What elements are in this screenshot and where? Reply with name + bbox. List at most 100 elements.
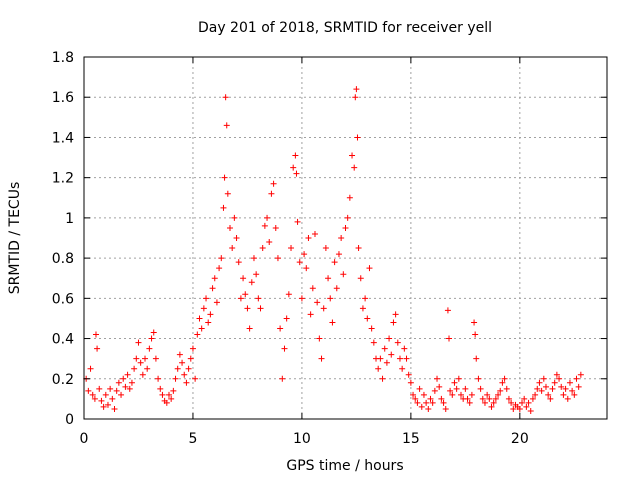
data-point (396, 355, 403, 362)
data-point (475, 375, 482, 382)
data-point (556, 375, 563, 382)
data-point (577, 371, 584, 378)
data-point (198, 325, 205, 332)
data-point (221, 174, 228, 181)
data-point (261, 222, 268, 229)
data-point (401, 345, 408, 352)
data-point (510, 405, 517, 412)
data-point (427, 395, 434, 402)
data-point (113, 387, 120, 394)
data-point (453, 385, 460, 392)
data-point (189, 345, 196, 352)
data-point (523, 403, 530, 410)
data-point (383, 359, 390, 366)
data-point (124, 371, 131, 378)
data-point (352, 94, 359, 101)
data-point (131, 365, 138, 372)
data-point (100, 403, 107, 410)
y-tick-label: 1.4 (52, 130, 74, 146)
data-point (272, 224, 279, 231)
data-point (255, 295, 262, 302)
y-axis-label: SRMTID / TECUs (7, 182, 23, 295)
data-point (569, 387, 576, 394)
x-tick-label: 10 (293, 431, 311, 447)
data-point (115, 379, 122, 386)
data-point (388, 351, 395, 358)
data-point (344, 214, 351, 221)
data-point (340, 271, 347, 278)
x-tick-label: 5 (188, 431, 197, 447)
data-point (224, 190, 231, 197)
data-point (96, 385, 103, 392)
data-point (264, 214, 271, 221)
data-point (192, 375, 199, 382)
data-point (150, 329, 157, 336)
data-point (211, 275, 218, 282)
data-point (327, 295, 334, 302)
data-point (218, 255, 225, 262)
data-point (508, 399, 515, 406)
data-point (414, 399, 421, 406)
data-point (468, 391, 475, 398)
data-point (292, 152, 299, 159)
data-point (447, 387, 454, 394)
data-point (301, 251, 308, 258)
data-point (368, 325, 375, 332)
data-point (331, 259, 338, 266)
data-point (407, 379, 414, 386)
y-tick-label: 0.6 (52, 291, 74, 307)
data-point (353, 86, 360, 93)
data-point (203, 295, 210, 302)
data-point (534, 385, 541, 392)
data-point (370, 339, 377, 346)
data-point (196, 315, 203, 322)
data-point (405, 371, 412, 378)
data-point (516, 405, 523, 412)
data-point (314, 299, 321, 306)
data-point (547, 395, 554, 402)
data-point (316, 335, 323, 342)
data-point (296, 259, 303, 266)
data-point (571, 391, 578, 398)
data-point (268, 190, 275, 197)
y-tick-label: 1.2 (52, 171, 74, 187)
data-point (551, 379, 558, 386)
data-point (497, 387, 504, 394)
data-point (159, 391, 166, 398)
data-point (525, 399, 532, 406)
data-point (320, 305, 327, 312)
data-point (366, 265, 373, 272)
data-point (449, 391, 456, 398)
data-point (270, 180, 277, 187)
x-tick-label: 0 (80, 431, 89, 447)
x-tick-label: 20 (511, 431, 529, 447)
data-point (342, 224, 349, 231)
data-point (174, 365, 181, 372)
data-point (181, 371, 188, 378)
y-tick-label: 0 (65, 412, 74, 428)
data-point (466, 399, 473, 406)
data-point (464, 395, 471, 402)
data-point (220, 204, 227, 211)
data-point (244, 305, 251, 312)
data-point (536, 379, 543, 386)
data-point (434, 375, 441, 382)
data-point (444, 307, 451, 314)
data-point (285, 291, 292, 298)
data-point (479, 395, 486, 402)
data-point (431, 387, 438, 394)
data-point (142, 355, 149, 362)
data-point (231, 214, 238, 221)
data-point (436, 383, 443, 390)
data-point (519, 399, 526, 406)
data-point (87, 365, 94, 372)
data-point (209, 285, 216, 292)
data-point (148, 335, 155, 342)
data-point (438, 395, 445, 402)
y-tick-label: 1.8 (52, 50, 74, 66)
data-point (144, 365, 151, 372)
data-point (545, 391, 552, 398)
data-point (98, 397, 105, 404)
data-point (333, 285, 340, 292)
data-point (205, 319, 212, 326)
